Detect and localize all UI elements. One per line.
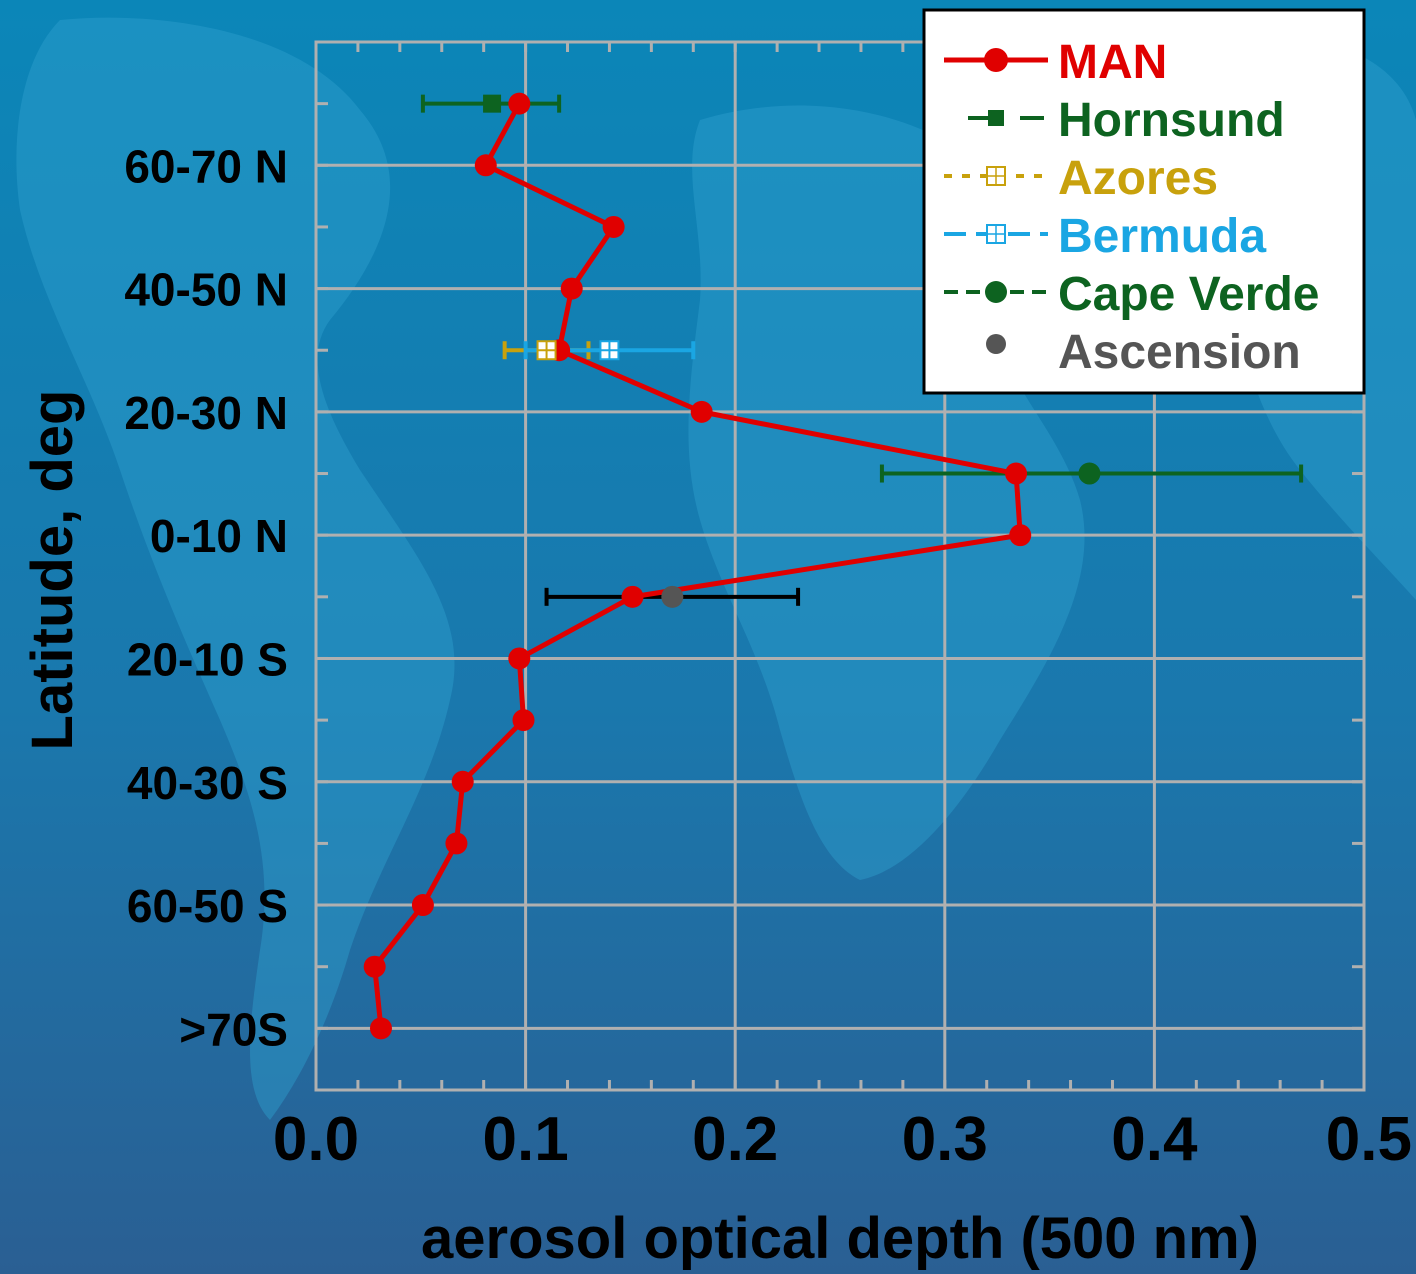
legend-label: Hornsund: [1058, 94, 1285, 147]
data-markers: [363, 92, 1101, 1040]
man-point: [1005, 462, 1028, 485]
x-tick-label: 0.4: [1111, 1105, 1198, 1174]
man-point: [508, 647, 531, 670]
x-tick-label: 0.0: [273, 1105, 359, 1174]
x-axis-title: aerosol optical depth (500 nm): [421, 1206, 1259, 1271]
man-point: [445, 832, 468, 855]
legend-label: Ascension: [1058, 326, 1301, 379]
y-tick-label: 40-50 N: [124, 264, 288, 316]
y-axis-tick-labels: 60-70 N 40-50 N 20-30 N 0-10 N 20-10 S 40-30 …: [124, 140, 288, 1055]
legend-box: [922, 8, 1366, 395]
man-series-line: [372, 102, 1023, 1029]
y-tick-label: 60-70 N: [124, 140, 288, 192]
x-axis-tick-labels: 0.0 0.1 0.2 0.3 0.4 0.5: [273, 1105, 1412, 1174]
plot-area-frame: [314, 40, 1366, 1092]
y-tick-label: 20-10 S: [127, 633, 288, 685]
legend-marker: [986, 334, 1006, 354]
legend-item-man: MAN: [944, 36, 1167, 89]
legend-item-cape-verde: Cape Verde: [944, 268, 1319, 321]
man-point: [602, 215, 625, 238]
hornsund-point: [483, 94, 502, 113]
y-tick-label: 40-30 S: [127, 757, 288, 809]
man-point: [369, 1017, 392, 1040]
x-tick-label: 0.5: [1326, 1105, 1412, 1174]
legend-marker: [988, 110, 1004, 126]
man-point: [621, 585, 644, 608]
y-tick-label: 20-30 N: [124, 387, 288, 439]
y-axis-title: Latitude, deg: [20, 390, 85, 751]
man-point: [512, 709, 535, 732]
legend-item-azores: Azores: [944, 152, 1218, 205]
man-point: [451, 770, 474, 793]
legend-item-ascension: Ascension: [986, 326, 1301, 379]
legend-label: Azores: [1058, 152, 1218, 205]
legend-item-hornsund: Hornsund: [968, 94, 1285, 147]
man-point: [1009, 524, 1032, 547]
series-lines: [372, 102, 1023, 1029]
man-point: [560, 277, 583, 300]
y-tick-label: >70S: [179, 1003, 288, 1055]
y-tick-label: 0-10 N: [150, 510, 288, 562]
man-point: [363, 955, 386, 978]
y-tick-label: 60-50 S: [127, 880, 288, 932]
ascension-point: [661, 585, 684, 608]
legend-item-bermuda: Bermuda: [944, 210, 1266, 263]
legend-marker: [985, 281, 1007, 303]
x-tick-label: 0.3: [902, 1105, 988, 1174]
cape-verde-point: [1078, 462, 1101, 485]
legend-label: Cape Verde: [1058, 268, 1319, 321]
x-tick-label: 0.1: [482, 1105, 568, 1174]
legend-label: MAN: [1058, 36, 1167, 89]
man-point: [508, 92, 531, 115]
legend-label: Bermuda: [1058, 210, 1266, 263]
land-shape-americas: [16, 17, 455, 1121]
man-point: [474, 154, 497, 177]
man-point: [411, 894, 434, 917]
legend-marker: [984, 48, 1008, 72]
x-tick-label: 0.2: [692, 1105, 778, 1174]
man-point: [690, 400, 713, 423]
